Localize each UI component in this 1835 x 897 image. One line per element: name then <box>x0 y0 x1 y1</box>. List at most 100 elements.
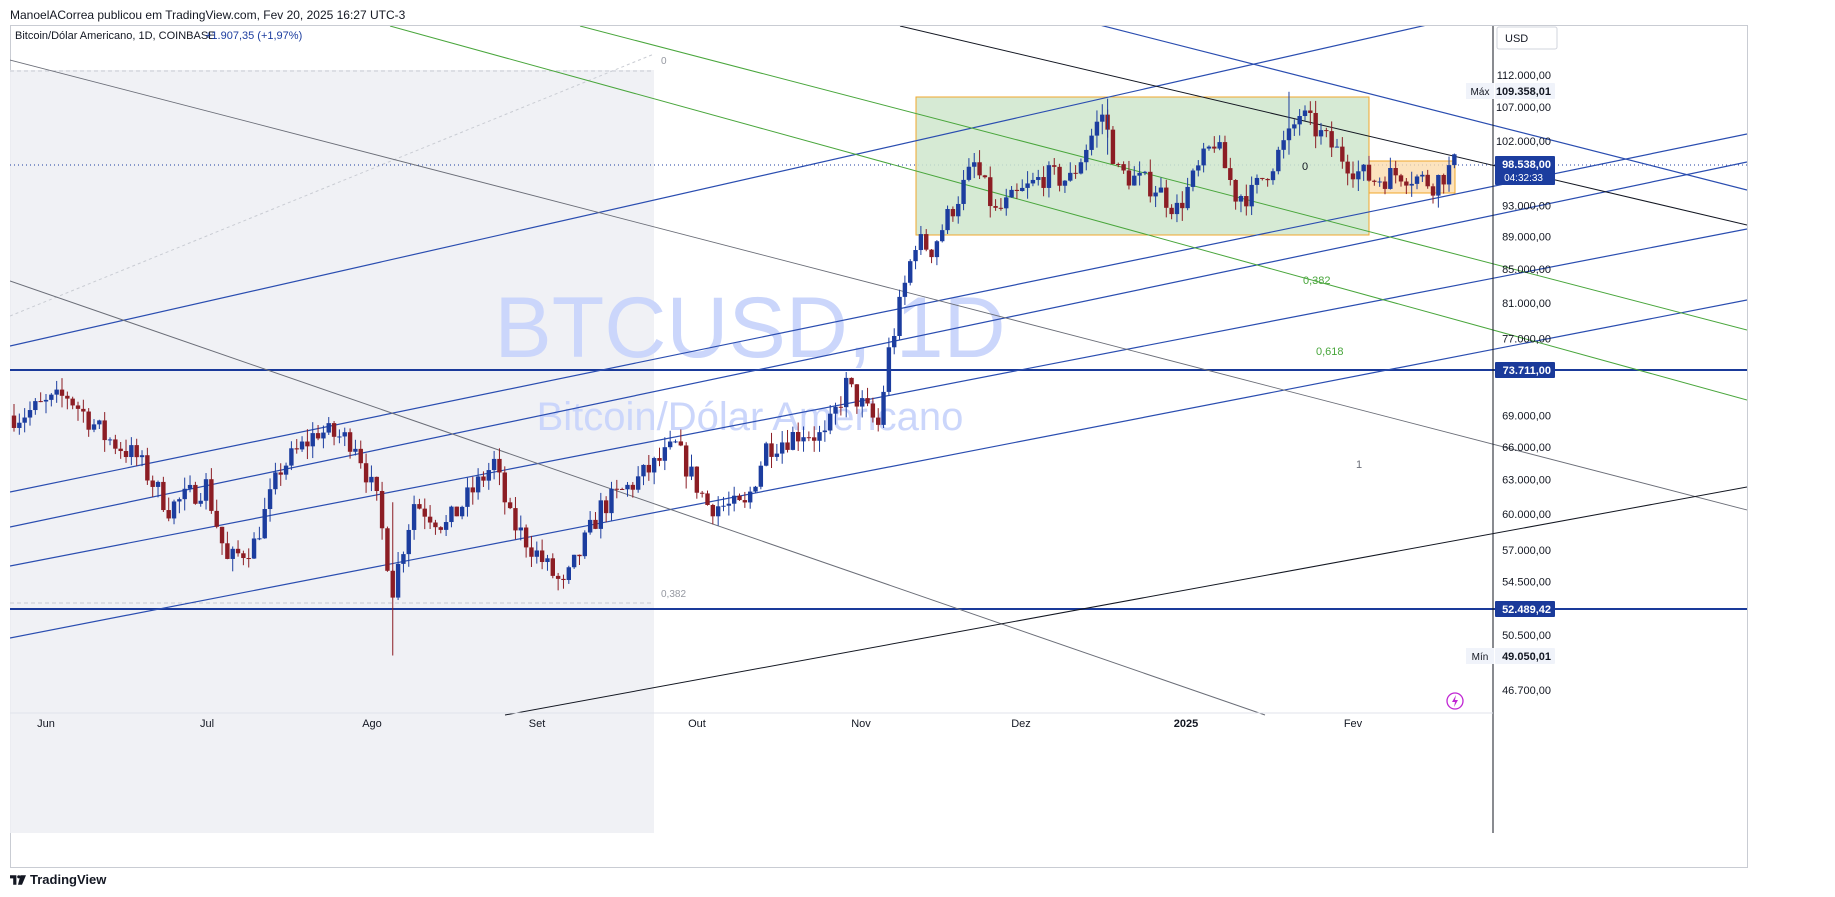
fib-label-0618: 0,618 <box>1316 346 1344 358</box>
candle-body <box>65 395 70 399</box>
candle-body <box>1036 177 1041 180</box>
candle-body <box>849 377 854 385</box>
candle-body <box>363 463 369 483</box>
candle-body <box>1446 165 1452 185</box>
candle-body <box>337 436 342 438</box>
candle-body <box>86 411 91 430</box>
candle-body <box>81 408 86 412</box>
candle-body <box>331 423 337 437</box>
y-tick-label: 77.000,00 <box>1502 333 1551 345</box>
candle-body <box>614 488 620 490</box>
candle-body <box>1121 164 1126 171</box>
candle-body <box>982 175 988 178</box>
shaded-fib-zone <box>10 70 654 833</box>
candle-body <box>1425 174 1430 187</box>
candle-body <box>870 403 876 418</box>
channel-line-1 <box>10 26 1426 347</box>
candle-body <box>545 558 550 563</box>
candle-body <box>1142 171 1148 173</box>
y-tick-label: 81.000,00 <box>1502 298 1551 310</box>
x-tick-label: Out <box>688 718 706 730</box>
candle-body <box>278 472 283 475</box>
candle-body <box>1404 181 1409 186</box>
candle-body <box>966 166 972 180</box>
candle-body <box>1361 164 1366 172</box>
candle-body <box>347 432 353 452</box>
candle-body <box>91 424 97 430</box>
candle-body <box>38 401 43 403</box>
y-tick-label: 63.000,00 <box>1502 475 1551 487</box>
candle-body <box>459 506 465 517</box>
candle-body <box>1281 140 1286 150</box>
candle-body <box>433 522 438 528</box>
candle-body <box>1238 196 1244 202</box>
candle-body <box>1292 124 1297 129</box>
candle-body <box>1318 130 1324 137</box>
candle-body <box>1004 197 1009 209</box>
candle-body <box>747 491 753 503</box>
candle-body <box>908 261 913 283</box>
y-tick-label: 46.700,00 <box>1502 685 1551 697</box>
candle-body <box>70 398 75 406</box>
candle-body <box>1356 171 1361 180</box>
footer-brand[interactable]: TradingView <box>10 872 106 887</box>
candle-body <box>993 206 998 208</box>
candle-body <box>844 377 849 408</box>
candle-body <box>1030 179 1036 184</box>
candle-body <box>155 481 161 487</box>
candle-body <box>1414 176 1420 184</box>
candle-body <box>1185 186 1190 209</box>
candle-body <box>1393 167 1398 176</box>
candle-body <box>929 249 934 258</box>
candle-body <box>299 441 305 450</box>
candle-body <box>833 406 838 414</box>
candle-body <box>118 448 123 452</box>
candle-body <box>1100 114 1105 122</box>
candle-body <box>1148 171 1153 197</box>
candle-body <box>59 389 65 396</box>
candle-body <box>1190 170 1196 187</box>
candle-body <box>241 553 246 559</box>
candle-body <box>273 472 278 490</box>
candle-body <box>1153 192 1158 197</box>
candle-body <box>1441 174 1446 185</box>
candle-body <box>1377 181 1382 183</box>
candle-body <box>619 488 625 490</box>
lightning-icon-ring <box>1446 692 1464 710</box>
candle-body <box>1350 173 1356 180</box>
candle-body <box>961 179 966 204</box>
candle-body <box>1073 172 1078 174</box>
publish-header: ManoelACorrea publicou em TradingView.co… <box>10 8 406 22</box>
candle-body <box>854 384 860 407</box>
candle-body <box>1052 165 1057 167</box>
candle-body <box>806 437 812 439</box>
candle-body <box>1366 164 1372 181</box>
candle-body <box>1265 178 1270 181</box>
candle-body <box>203 479 209 501</box>
watermark-name: Bitcoin/Dólar Americano <box>537 395 964 439</box>
x-tick-label: Jun <box>37 718 55 730</box>
candle-body <box>401 554 406 564</box>
candle-body <box>1340 146 1345 162</box>
candle-body <box>182 488 187 500</box>
candle-body <box>374 476 379 491</box>
candle-body <box>113 439 118 449</box>
candle-body <box>454 506 459 517</box>
max-badge-bg <box>1495 83 1555 99</box>
candle-body <box>1388 167 1393 189</box>
candle-body <box>828 413 833 431</box>
candle-body <box>1116 163 1121 165</box>
candle-body <box>886 347 892 392</box>
candle-body <box>294 448 299 450</box>
fib-label-zone-0382: 0,382 <box>661 589 686 600</box>
candle-body <box>1313 112 1318 137</box>
candle-body <box>513 508 518 531</box>
candle-body <box>1014 189 1020 192</box>
candle-body <box>1233 179 1238 202</box>
x-tick-label: 2025 <box>1174 718 1198 730</box>
symbol-legend: Bitcoin/Dólar Americano, 1D, COINBASE <box>15 30 216 42</box>
candle-body <box>395 563 401 598</box>
black-trend-line <box>899 26 1747 226</box>
channel-line-2 <box>10 133 1747 493</box>
